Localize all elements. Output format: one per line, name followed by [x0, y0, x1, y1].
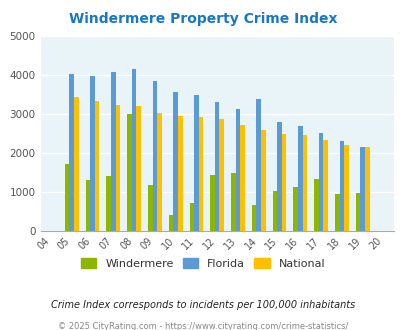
Bar [334, 194, 339, 231]
Bar [65, 164, 69, 231]
Bar [189, 203, 194, 231]
Text: Windermere Property Crime Index: Windermere Property Crime Index [68, 12, 337, 25]
Bar [313, 179, 318, 231]
Bar [214, 103, 219, 231]
Bar [173, 92, 177, 231]
Bar [364, 147, 369, 231]
Bar [260, 130, 265, 231]
Bar [355, 193, 360, 231]
Bar [132, 69, 136, 231]
Bar [152, 82, 157, 231]
Bar [297, 126, 302, 231]
Bar [85, 180, 90, 231]
Bar [281, 134, 286, 231]
Bar [219, 119, 224, 231]
Bar [177, 116, 182, 231]
Bar [235, 109, 240, 231]
Bar [136, 106, 141, 231]
Bar [95, 101, 99, 231]
Bar [230, 173, 235, 231]
Bar [69, 74, 74, 231]
Bar [168, 215, 173, 231]
Bar [127, 114, 132, 231]
Bar [302, 135, 307, 231]
Bar [339, 141, 343, 231]
Legend: Windermere, Florida, National: Windermere, Florida, National [76, 254, 329, 273]
Bar [360, 147, 364, 231]
Bar [148, 185, 152, 231]
Bar [74, 97, 79, 231]
Bar [251, 205, 256, 231]
Bar [272, 191, 277, 231]
Bar [293, 187, 297, 231]
Bar [90, 76, 95, 231]
Text: © 2025 CityRating.com - https://www.cityrating.com/crime-statistics/: © 2025 CityRating.com - https://www.city… [58, 322, 347, 330]
Bar [277, 121, 281, 231]
Bar [318, 133, 323, 231]
Bar [210, 175, 214, 231]
Bar [106, 176, 111, 231]
Bar [111, 72, 115, 231]
Bar [256, 99, 260, 231]
Bar [240, 125, 244, 231]
Bar [323, 140, 327, 231]
Bar [157, 113, 161, 231]
Bar [115, 105, 120, 231]
Bar [194, 95, 198, 231]
Bar [343, 145, 348, 231]
Text: Crime Index corresponds to incidents per 100,000 inhabitants: Crime Index corresponds to incidents per… [51, 300, 354, 310]
Bar [198, 116, 203, 231]
